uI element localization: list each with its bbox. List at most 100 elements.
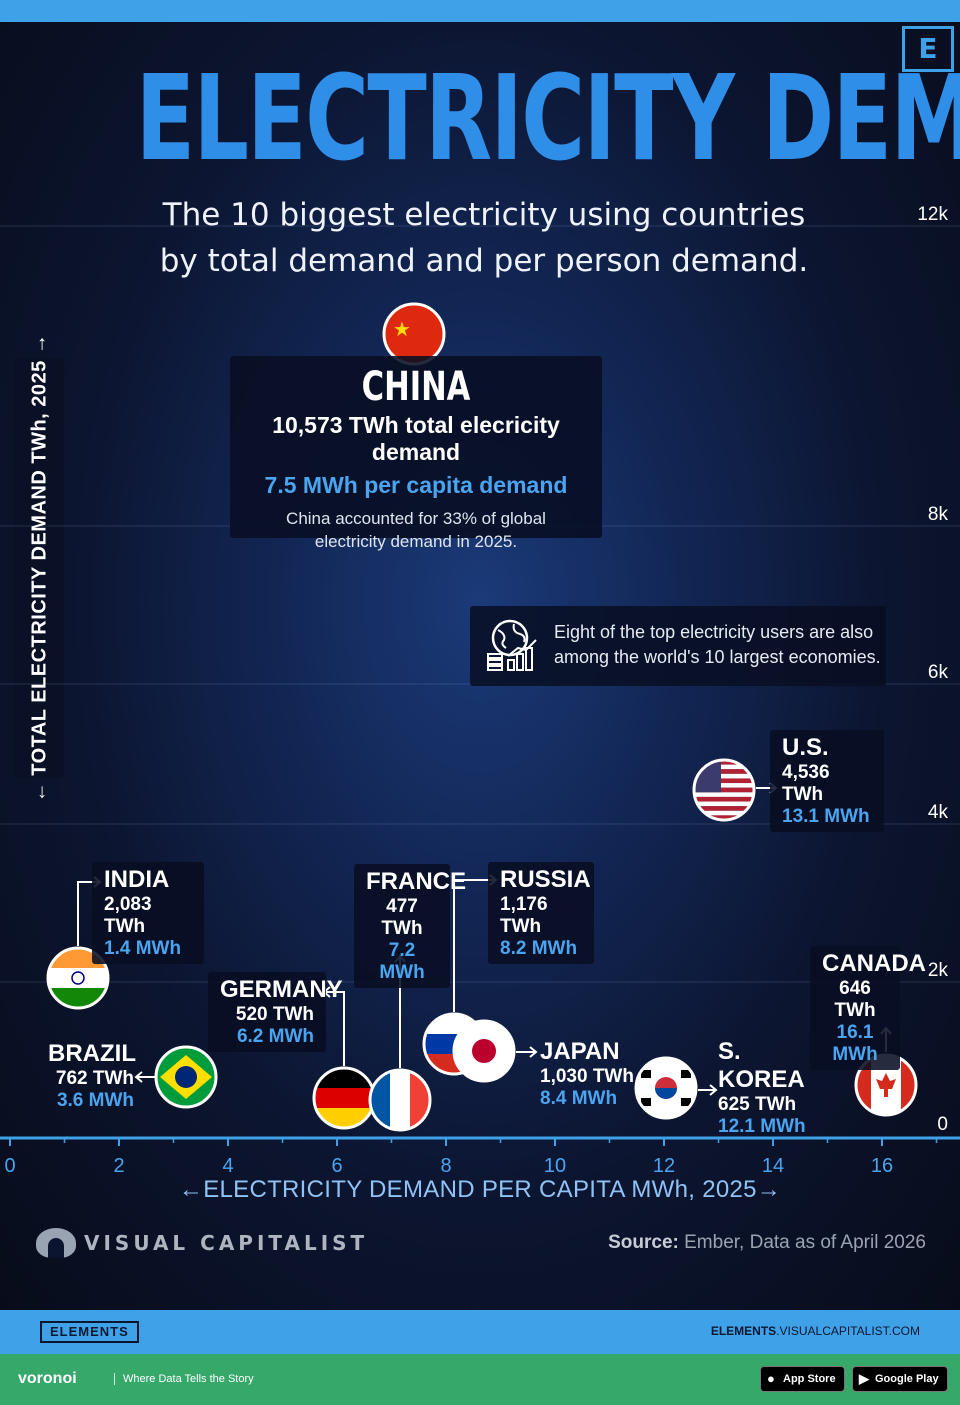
france-per-capita: 7.2 MWh [379, 940, 425, 983]
brazil-name: BRAZIL [48, 1040, 136, 1067]
brazil-flag [154, 1045, 218, 1109]
us-stripe [694, 769, 754, 774]
label-brazil: BRAZIL 762 TWh 3.6 MWh [48, 1040, 136, 1112]
economies-line-2: among the world's 10 largest economies. [554, 647, 881, 667]
japan-flag-ring [452, 1019, 516, 1083]
france-flag-ring [368, 1068, 432, 1132]
india-name: INDIA [104, 866, 170, 893]
economies-callout: Eight of the top electricity users are a… [470, 606, 886, 686]
elements-url-bold: ELEMENTS [710, 1324, 777, 1338]
visual-capitalist-mark-icon [36, 1228, 76, 1258]
subtitle-line-2: by total demand and per person demand. [159, 243, 809, 279]
x-tick-16: 16 [871, 1155, 893, 1177]
app-store-label: App Store [783, 1373, 836, 1385]
china-flag-art: ★ [384, 304, 444, 364]
germany-total: 520 TWh [235, 1004, 314, 1025]
label-south-korea: S. KOREA 625 TWh 12.1 MWh [718, 1038, 818, 1138]
brazil-per-capita: 3.6 MWh [56, 1090, 134, 1111]
us-stripe [694, 801, 754, 807]
south-korea-flag-ring [634, 1056, 698, 1120]
label-japan: JAPAN 1,030 TWh 8.4 MWh [540, 1038, 640, 1110]
x-tick-2: 2 [113, 1155, 124, 1177]
us-stripe [694, 792, 754, 797]
label-canada: CANADA 646 TWh 16.1 MWh [810, 946, 926, 1070]
china-per-capita: 7.5 MWh per capita demand [264, 472, 568, 498]
canada-per-capita: 16.1 MWh [832, 1022, 878, 1065]
japan-per-capita: 8.4 MWh [540, 1088, 618, 1109]
y-tick-labels: 0 2k 4k 6k 8k 12k [917, 204, 948, 1135]
south-korea-flag [634, 1056, 698, 1120]
arrow-brazil [134, 1071, 143, 1083]
flag-markers: ★ [46, 302, 918, 1132]
canada-total: 646 TWh [834, 978, 876, 1021]
voronoi-logo[interactable]: voronoi [18, 1370, 77, 1387]
us-stripe [694, 760, 754, 765]
france-flag [368, 1068, 432, 1132]
elements-url[interactable]: ELEMENTS.VISUALCAPITALIST.COM [711, 1324, 920, 1338]
x-tick-4: 4 [222, 1155, 233, 1177]
x-tick-14: 14 [762, 1155, 784, 1177]
visual-capitalist-logo: VISUAL CAPITALIST [36, 1228, 368, 1258]
page-subtitle: The 10 biggest electricity using countri… [100, 192, 868, 284]
russia-name: RUSSIA [500, 866, 591, 893]
visual-capitalist-wordmark: VISUAL CAPITALIST [84, 1231, 369, 1255]
china-note-line-2: electricity demand in 2025. [314, 532, 518, 551]
brazil-flag-art [156, 1047, 216, 1107]
brazil-total: 762 TWh [55, 1068, 134, 1089]
x-tick-8: 8 [440, 1155, 451, 1177]
source-label: Source: [608, 1232, 679, 1253]
us-stripe [694, 815, 754, 820]
x-tick-6: 6 [331, 1155, 342, 1177]
japan-name: JAPAN [540, 1038, 620, 1065]
us-stripe [694, 810, 754, 816]
china-flag: ★ [382, 302, 446, 366]
flag-part [48, 968, 108, 988]
source-text: Ember, Data as of April 2026 [684, 1232, 926, 1253]
y-tick-0: 0 [937, 1114, 948, 1135]
flag-part [390, 1070, 410, 1130]
us-stripe [694, 783, 754, 788]
google-play-button[interactable]: ▶ Google Play [852, 1366, 948, 1392]
russia-total: 1,176 TWh [500, 894, 548, 937]
india-flag [46, 946, 110, 1010]
app-store-button[interactable]: ● App Store [760, 1366, 845, 1392]
brazil-globe [175, 1066, 197, 1088]
china-callout: CHINA 10,573 TWh total elecricity demand… [230, 356, 602, 551]
elements-logo-icon: E [902, 26, 954, 72]
japan-flag [452, 1019, 516, 1083]
india-total: 2,083 TWh [104, 894, 152, 937]
label-india: INDIA 2,083 TWh 1.4 MWh [92, 862, 204, 964]
page-title: ELECTRICITY DEMAND [135, 49, 960, 187]
korea-taeguk-bottom [655, 1088, 677, 1099]
china-note-line-1: China accounted for 33% of global [286, 509, 546, 528]
y-tick-8k: 8k [928, 504, 949, 525]
russia-per-capita: 8.2 MWh [500, 938, 578, 959]
x-axis: 0 2 4 6 8 10 12 14 16 [0, 1136, 960, 1177]
apple-icon: ● [767, 1371, 775, 1386]
korea-trigram-2 [641, 1098, 651, 1106]
elements-badge[interactable]: ELEMENTS [40, 1321, 139, 1343]
canada-name: CANADA [822, 950, 926, 977]
france-total: 477 TWh [381, 896, 423, 939]
china-star: ★ [393, 319, 411, 341]
x-tick-10: 10 [544, 1155, 566, 1177]
flag-part [384, 304, 444, 364]
voronoi-tagline: Where Data Tells the Story [114, 1373, 254, 1385]
us-total: 4,536 TWh [782, 762, 830, 805]
china-note: China accounted for 33% of global electr… [230, 507, 602, 553]
leader-russia [453, 879, 496, 1012]
us-name: U.S. [782, 734, 829, 761]
germany-per-capita: 6.2 MWh [236, 1026, 314, 1047]
us-stripe [694, 764, 754, 770]
play-icon: ▶ [859, 1371, 869, 1386]
japan-flag-art [454, 1021, 514, 1081]
elements-footer: ELEMENTS ELEMENTS.VISUALCAPITALIST.COM [0, 1310, 960, 1354]
economies-line-1: Eight of the top electricity users are a… [554, 622, 874, 642]
y-tick-2k: 2k [928, 960, 949, 981]
south-korea-name: S. KOREA [718, 1038, 805, 1093]
arrow-japan [529, 1046, 538, 1058]
brazil-flag-ring [154, 1045, 218, 1109]
x-axis-label: ←ELECTRICITY DEMAND PER CAPITA MWh, 2025… [178, 1176, 782, 1203]
south-korea-flag-art [636, 1058, 696, 1118]
top-accent-bar [0, 0, 960, 22]
